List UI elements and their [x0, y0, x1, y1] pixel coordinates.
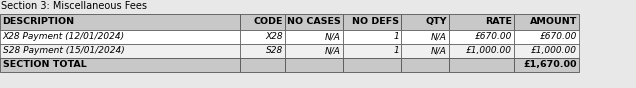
Text: 1: 1	[393, 46, 399, 56]
Bar	[401, 58, 449, 72]
Bar	[449, 30, 514, 44]
Text: N/A: N/A	[431, 46, 447, 56]
Text: CODE: CODE	[254, 18, 283, 26]
Text: N/A: N/A	[325, 32, 341, 42]
Bar	[285, 30, 343, 44]
Bar	[343, 30, 401, 44]
Bar	[343, 44, 401, 58]
Bar	[285, 58, 343, 72]
Bar	[240, 58, 285, 72]
Bar	[0, 30, 240, 44]
Text: X28: X28	[265, 32, 283, 42]
Text: N/A: N/A	[325, 46, 341, 56]
Bar	[240, 44, 285, 58]
Text: N/A: N/A	[431, 32, 447, 42]
Bar	[240, 14, 285, 30]
Text: £670.00: £670.00	[540, 32, 577, 42]
Text: Section 3: Miscellaneous Fees: Section 3: Miscellaneous Fees	[1, 1, 148, 11]
Text: £1,670.00: £1,670.00	[523, 60, 577, 70]
Bar	[240, 30, 285, 44]
Bar	[449, 14, 514, 30]
Bar	[514, 58, 579, 72]
Text: SECTION TOTAL: SECTION TOTAL	[3, 60, 86, 70]
Bar	[0, 0, 636, 14]
Text: RATE: RATE	[485, 18, 512, 26]
Bar	[285, 14, 343, 30]
Bar	[343, 14, 401, 30]
Bar	[285, 44, 343, 58]
Bar	[401, 14, 449, 30]
Bar	[514, 30, 579, 44]
Text: NO DEFS: NO DEFS	[352, 18, 399, 26]
Text: NO CASES: NO CASES	[287, 18, 341, 26]
Bar	[514, 44, 579, 58]
Text: X28 Payment (12/01/2024): X28 Payment (12/01/2024)	[3, 32, 125, 42]
Bar	[343, 58, 401, 72]
Bar	[0, 14, 240, 30]
Bar	[401, 30, 449, 44]
Bar	[401, 44, 449, 58]
Text: AMOUNT: AMOUNT	[530, 18, 577, 26]
Bar	[0, 58, 240, 72]
Text: £1,000.00: £1,000.00	[466, 46, 512, 56]
Text: S28 Payment (15/01/2024): S28 Payment (15/01/2024)	[3, 46, 124, 56]
Text: DESCRIPTION: DESCRIPTION	[3, 18, 74, 26]
Text: £1,000.00: £1,000.00	[531, 46, 577, 56]
Bar	[449, 44, 514, 58]
Text: 1: 1	[393, 32, 399, 42]
Bar	[0, 44, 240, 58]
Text: £670.00: £670.00	[474, 32, 512, 42]
Text: QTY: QTY	[425, 18, 447, 26]
Text: S28: S28	[266, 46, 283, 56]
Bar	[449, 58, 514, 72]
Bar	[514, 14, 579, 30]
